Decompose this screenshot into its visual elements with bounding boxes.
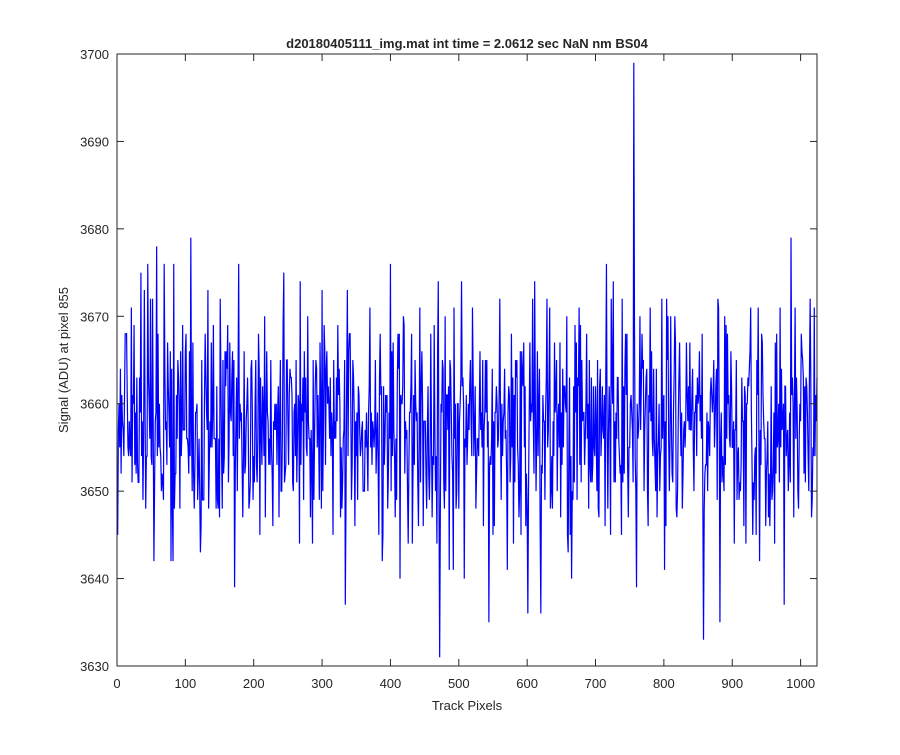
- x-tick-label: 1000: [786, 676, 815, 691]
- x-tick-label: 400: [380, 676, 402, 691]
- y-axis-ticks: 3630 3640 3650 3660 3670 3680 3690 3700: [80, 47, 817, 674]
- y-tick-label: 3670: [80, 309, 109, 324]
- y-tick-label: 3660: [80, 397, 109, 412]
- y-tick-label: 3630: [80, 659, 109, 674]
- x-tick-label: 0: [113, 676, 120, 691]
- x-tick-label: 200: [243, 676, 265, 691]
- y-axis-label: Signal (ADU) at pixel 855: [56, 287, 71, 433]
- x-axis-ticks: 0 100 200 300 400 500 600 700 800 900 1000: [113, 54, 815, 691]
- x-tick-label: 900: [721, 676, 743, 691]
- x-axis-label: Track Pixels: [432, 698, 503, 713]
- axes-box: [116, 53, 818, 667]
- y-tick-label: 3650: [80, 484, 109, 499]
- x-tick-label: 600: [516, 676, 538, 691]
- series-layer: [117, 62, 818, 658]
- signal-series-line: [117, 62, 818, 658]
- y-tick-label: 3640: [80, 572, 109, 587]
- x-tick-label: 800: [653, 676, 675, 691]
- x-tick-label: 300: [311, 676, 333, 691]
- chart-title: d20180405111_img.mat int time = 2.0612 s…: [286, 36, 648, 51]
- y-tick-label: 3690: [80, 134, 109, 149]
- x-tick-label: 700: [585, 676, 607, 691]
- plot-area: [117, 54, 817, 666]
- x-tick-label: 500: [448, 676, 470, 691]
- y-tick-label: 3700: [80, 47, 109, 62]
- y-tick-label: 3680: [80, 222, 109, 237]
- x-tick-label: 100: [175, 676, 197, 691]
